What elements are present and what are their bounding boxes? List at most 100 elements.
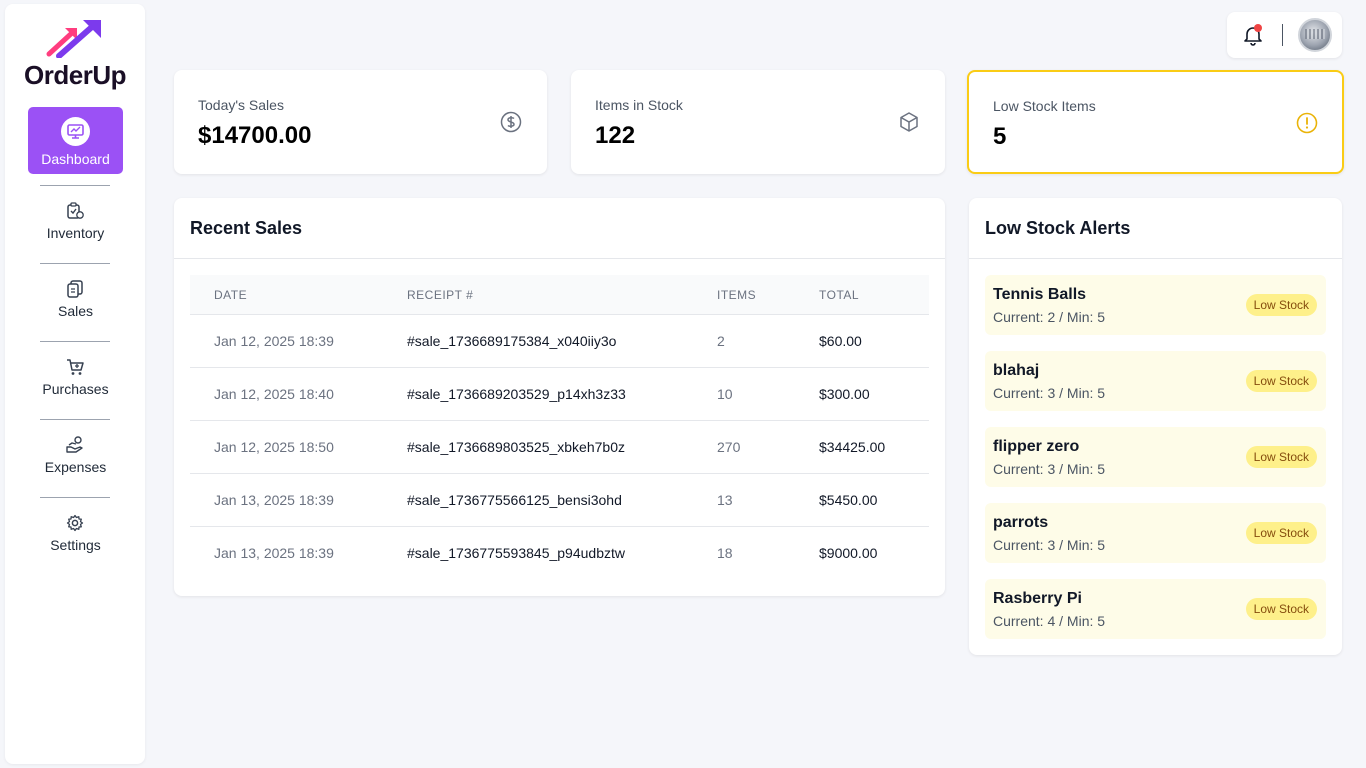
cell-date: Jan 13, 2025 18:39 [214,492,334,508]
item-stock-level: Current: 3 / Min: 5 [993,385,1106,401]
low-stock-item[interactable]: Tennis Balls Current: 2 / Min: 5 Low Sto… [985,275,1326,335]
recent-sales-title: Recent Sales [190,218,303,238]
table-row[interactable]: Jan 13, 2025 18:39 #sale_1736775593845_p… [190,527,929,580]
cell-items: 2 [717,333,725,349]
app-name: OrderUp [24,60,126,90]
stat-value: $14700.00 [198,122,312,149]
panel-divider [969,258,1342,259]
stat-card-todays-sales: Today's Sales $14700.00 [174,70,547,174]
notifications-button[interactable] [1242,24,1264,46]
stat-title: Today's Sales [198,97,284,113]
cart-icon [67,359,84,375]
app-logo[interactable]: OrderUp [5,18,145,98]
receipt-icon [67,280,83,298]
gear-icon [66,514,84,532]
nav-divider [40,419,110,420]
table-row[interactable]: Jan 12, 2025 18:39 #sale_1736689175384_x… [190,315,929,368]
item-stock-level: Current: 3 / Min: 5 [993,461,1106,477]
nav-dashboard-label: Dashboard [41,151,110,167]
dollar-circle-icon [500,111,522,133]
column-receipt: RECEIPT # [407,288,474,302]
table-row[interactable]: Jan 13, 2025 18:39 #sale_1736775566125_b… [190,474,929,527]
user-avatar[interactable] [1298,18,1332,52]
cell-items: 18 [717,545,733,561]
nav-expenses[interactable]: Expenses [28,436,123,500]
low-stock-badge: Low Stock [1245,446,1317,468]
low-stock-alerts-panel: Low Stock Alerts Tennis Balls Current: 2… [969,198,1342,655]
low-stock-badge: Low Stock [1245,294,1317,316]
sidebar: OrderUp Dashboard Inventory Sales [5,4,145,764]
cell-total: $300.00 [819,386,870,402]
nav-divider [40,263,110,264]
item-name: flipper zero [993,438,1080,455]
column-date: DATE [214,288,248,302]
table-row[interactable]: Jan 12, 2025 18:40 #sale_1736689203529_p… [190,368,929,421]
logo-arrows-icon [46,20,101,58]
stat-value: 5 [993,123,1007,150]
column-total: TOTAL [819,288,860,302]
cell-receipt: #sale_1736689175384_x040iiy3o [407,333,617,349]
dashboard-icon [61,117,90,146]
item-stock-level: Current: 3 / Min: 5 [993,537,1106,553]
hand-coin-icon [66,436,83,453]
cell-receipt: #sale_1736689203529_p14xh3z33 [407,386,626,402]
cell-total: $5450.00 [819,492,878,508]
cell-date: Jan 13, 2025 18:39 [214,545,334,561]
cell-receipt: #sale_1736775593845_p94udbztw [407,545,625,561]
low-stock-alerts-title: Low Stock Alerts [985,218,1131,238]
low-stock-item[interactable]: parrots Current: 3 / Min: 5 Low Stock [985,503,1326,563]
low-stock-item[interactable]: flipper zero Current: 3 / Min: 5 Low Sto… [985,427,1326,487]
stat-card-items-in-stock: Items in Stock 122 [571,70,945,174]
item-name: parrots [993,514,1049,531]
cell-items: 270 [717,439,741,455]
cell-date: Jan 12, 2025 18:50 [214,439,334,455]
nav-divider [40,341,110,342]
item-name: Tennis Balls [993,286,1087,303]
nav-inventory-label: Inventory [46,225,105,241]
column-items: ITEMS [717,288,757,302]
low-stock-item[interactable]: blahaj Current: 3 / Min: 5 Low Stock [985,351,1326,411]
top-actions [1227,12,1342,58]
recent-sales-panel: Recent Sales DATE RECEIPT # ITEMS TOTAL … [174,198,945,596]
item-stock-level: Current: 2 / Min: 5 [993,309,1106,325]
nav-divider [40,185,110,186]
item-name: Rasberry Pi [993,590,1082,607]
nav-sales-label: Sales [57,303,94,319]
cell-items: 10 [717,386,733,402]
clipboard-check-icon [67,202,84,219]
cell-date: Jan 12, 2025 18:40 [214,386,334,402]
nav-dashboard[interactable]: Dashboard [28,107,123,174]
topbar-divider [1282,24,1283,46]
stat-card-low-stock-items: Low Stock Items 5 [967,70,1344,174]
nav-expenses-label: Expenses [44,459,107,475]
nav-divider [40,497,110,498]
low-stock-badge: Low Stock [1245,598,1317,620]
stat-value: 122 [595,122,636,149]
sales-table-header: DATE RECEIPT # ITEMS TOTAL [190,275,929,315]
alert-circle-icon [1296,112,1318,134]
item-stock-level: Current: 4 / Min: 5 [993,613,1106,629]
nav-settings-label: Settings [50,537,101,553]
nav-settings[interactable]: Settings [28,514,123,578]
cell-receipt: #sale_1736689803525_xbkeh7b0z [407,439,625,455]
table-row[interactable]: Jan 12, 2025 18:50 #sale_1736689803525_x… [190,421,929,474]
box-icon [900,112,918,132]
stat-title: Items in Stock [595,97,683,113]
cell-total: $34425.00 [819,439,886,455]
nav-sales[interactable]: Sales [28,280,123,344]
cell-items: 13 [717,492,733,508]
stat-title: Low Stock Items [993,98,1096,114]
panel-divider [174,258,945,259]
item-name: blahaj [993,362,1040,379]
cell-total: $9000.00 [819,545,878,561]
cell-receipt: #sale_1736775566125_bensi3ohd [407,492,622,508]
nav-purchases-label: Purchases [42,381,109,397]
low-stock-badge: Low Stock [1245,522,1317,544]
notification-dot [1254,24,1262,32]
nav-inventory[interactable]: Inventory [28,202,123,266]
low-stock-item[interactable]: Rasberry Pi Current: 4 / Min: 5 Low Stoc… [985,579,1326,639]
nav-purchases[interactable]: Purchases [28,358,123,422]
cell-date: Jan 12, 2025 18:39 [214,333,334,349]
cell-total: $60.00 [819,333,862,349]
low-stock-badge: Low Stock [1245,370,1317,392]
